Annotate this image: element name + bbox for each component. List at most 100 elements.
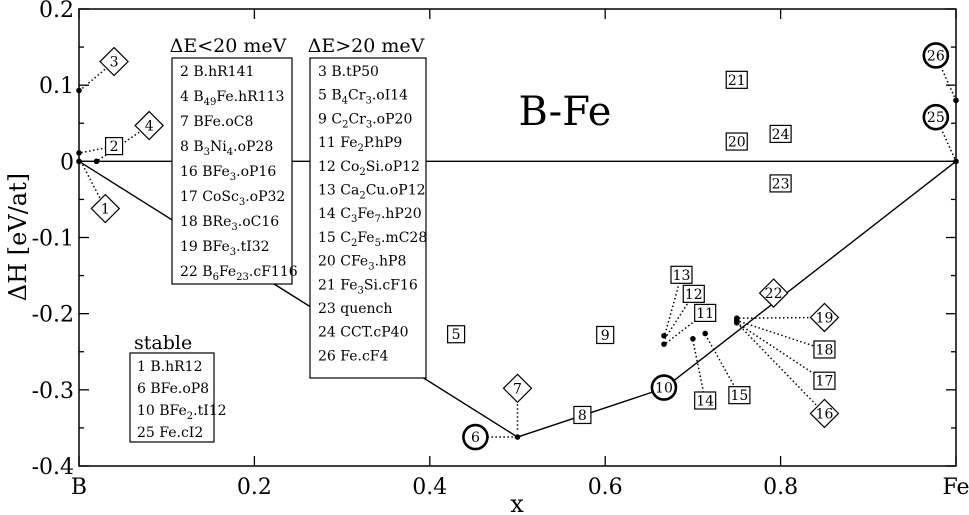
legend-entry: 18 BRe3.oC16	[180, 214, 279, 233]
marker-label-15: 15	[730, 388, 748, 404]
y-axis-label: ΔH [eV/at]	[4, 173, 32, 301]
leader-line	[736, 322, 825, 414]
marker-diamond-4	[134, 110, 165, 141]
marker-label-17: 17	[816, 374, 834, 390]
marker-circle-26	[922, 42, 950, 69]
marker-square-13	[670, 265, 693, 284]
legend-stable-frame	[129, 352, 215, 443]
leader-line	[736, 316, 825, 319]
marker-square-11	[694, 303, 717, 323]
legend-entry: 25 Fe.cI2	[137, 425, 203, 441]
axes: B 0.2 0.4 0.6 0.8 Fe 0.2 0.1 0 -0.1 -0.2 -0.3 -0.4	[32, 0, 969, 500]
data-point	[514, 434, 521, 440]
marker-square-17	[813, 371, 836, 390]
data-point	[733, 320, 740, 326]
data-point	[93, 158, 100, 165]
legend-entry: 2 B.hR141	[180, 64, 254, 80]
chart-title: B-Fe	[519, 89, 612, 135]
x-tick-label: B	[71, 475, 87, 500]
legends: ΔE<20 meV 2 B.hR141 4 B49Fe.hR113 7 BFe.oC8…	[129, 35, 427, 443]
leader-line	[736, 322, 825, 382]
legend-low-energy: ΔE<20 meV 2 B.hR141 4 B49Fe.hR113 7 BFe.oC8…	[170, 35, 298, 285]
marker-label-14: 14	[696, 393, 714, 409]
marker-label-13: 13	[673, 268, 691, 284]
legend-low-energy-title: ΔE<20 meV	[170, 35, 287, 57]
marker-label-24: 24	[772, 127, 790, 143]
legend-entry: 8 B3Ni4.oP28	[180, 139, 273, 158]
legend-high-energy-frame	[309, 57, 427, 379]
legend-stable-title: stable	[134, 332, 192, 354]
marker-square-24	[769, 124, 792, 144]
legend-entry: 16 BFe3.oP16	[180, 164, 276, 183]
marker-label-7: 7	[513, 381, 522, 397]
marker-square-8	[573, 405, 592, 425]
leader-line	[79, 145, 115, 154]
marker-label-12: 12	[685, 287, 703, 303]
y-tick-label: 0.1	[39, 74, 74, 99]
marker-label-4: 4	[145, 119, 154, 135]
legend-entry: 11 Fe2P.hP9	[318, 135, 402, 154]
marker-square-23	[769, 174, 792, 193]
marker-diamond-1	[90, 193, 121, 224]
x-tick-label: 0.6	[588, 475, 623, 500]
marker-square-9	[596, 325, 615, 345]
marker-square-15	[728, 386, 751, 405]
marker-label-18: 18	[816, 342, 834, 358]
marker-label-10: 10	[655, 381, 673, 397]
legend-stable: stable 1 B.hR12 6 BFe.oP8 10 BFe2.tI12 25 Fe…	[129, 332, 227, 443]
legend-entry: 3 B.tP50	[318, 64, 379, 80]
legend-entry: 17 CoSc3.oP32	[180, 189, 285, 208]
y-tick-label: -0.2	[32, 303, 74, 328]
marker-square-21	[725, 70, 748, 89]
data-point	[690, 336, 696, 342]
marker-label-8: 8	[578, 408, 587, 424]
marker-label-6: 6	[471, 430, 480, 446]
marker-label-9: 9	[601, 328, 610, 344]
legend-high-energy: ΔE>20 meV 3 B.tP50 5 B4Cr3.oI14 9 C2Cr3.oP2…	[308, 35, 427, 379]
x-tick-label: Fe	[942, 475, 969, 500]
marker-diamond-16	[809, 398, 840, 429]
marker-square-5	[447, 325, 466, 344]
legend-entry: 20 CFe3.hP8	[318, 254, 406, 273]
legend-entry: 6 BFe.oP8	[137, 381, 209, 397]
marker-circle-25	[922, 103, 950, 131]
legend-entry: 5 B4Cr3.oI14	[318, 88, 408, 107]
legend-entry: 14 C3Fe7.hP20	[318, 206, 422, 225]
data-point	[702, 330, 708, 337]
legend-entry: 21 Fe3Si.cF16	[318, 277, 418, 296]
marker-label-26: 26	[927, 48, 945, 64]
legend-entry: 22 B6Fe23.cF116	[180, 264, 298, 283]
legend-low-energy-frame	[171, 57, 293, 285]
legend-entry: 10 BFe2.tI12	[137, 403, 227, 422]
marker-label-19: 19	[816, 310, 834, 326]
marker-diamond-3	[99, 46, 129, 77]
legend-entry: 1 B.hR12	[137, 359, 202, 375]
marker-label-16: 16	[816, 406, 834, 422]
x-axis-label: x	[510, 490, 524, 515]
legend-entry: 15 C2Fe5.mC28	[318, 230, 427, 249]
marker-square-12	[682, 284, 705, 303]
marker-label-25: 25	[927, 110, 945, 126]
marker-circle-6	[462, 423, 489, 451]
legend-entry: 7 BFe.oC8	[180, 114, 253, 130]
y-tick-label: 0.2	[39, 0, 74, 23]
y-tick-label: -0.1	[32, 227, 74, 252]
marker-square-14	[694, 391, 717, 410]
legend-entry: 19 BFe3.tI32	[180, 239, 270, 258]
marker-label-2: 2	[110, 139, 119, 155]
legend-entry: 23 quench	[318, 301, 392, 317]
legend-entry: 9 C2Cr3.oP20	[318, 111, 412, 130]
legend-entry: 12 Co2Si.oP12	[318, 159, 420, 178]
x-tick-label: 0.2	[237, 475, 272, 500]
marker-label-1: 1	[101, 202, 110, 218]
marker-label-21: 21	[728, 73, 746, 89]
leader-line	[96, 124, 150, 162]
legend-entry: 13 Ca2Cu.oP12	[318, 183, 426, 202]
data-point	[661, 332, 667, 339]
legend-entry: 26 Fe.cF4	[318, 348, 389, 364]
marker-label-5: 5	[452, 327, 461, 343]
marker-diamond-7	[502, 373, 533, 404]
marker-label-3: 3	[110, 55, 119, 71]
